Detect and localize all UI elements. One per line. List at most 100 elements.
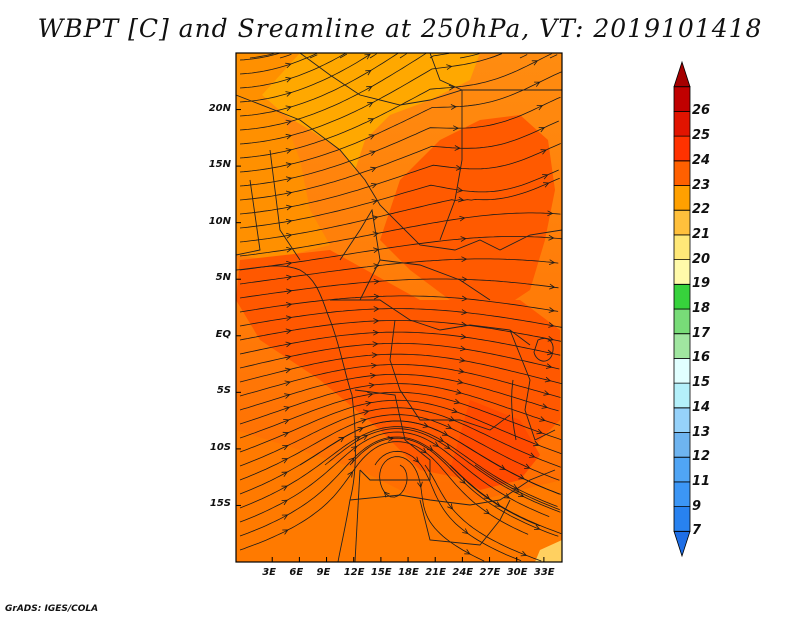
streamline-arrow [365, 400, 372, 407]
streamline-arrow [462, 528, 469, 535]
streamline [309, 54, 318, 59]
streamline-arrow [457, 187, 464, 193]
colorbar-label: 11 [692, 473, 711, 489]
streamline-arrow [354, 436, 361, 442]
colorbar-swatch [673, 407, 691, 433]
streamline-arrow [387, 436, 395, 442]
streamline-arrow [369, 372, 377, 379]
streamline [239, 373, 559, 412]
plot-title: WBPT [C] and Sreamline at 250hPa, VT: 20… [37, 14, 763, 43]
lat-tick-label: 10N [208, 215, 231, 227]
streamline-arrow [457, 196, 465, 203]
lon-tick-label: 18E [398, 567, 419, 578]
streamline [239, 258, 559, 285]
streamline-arrow [369, 150, 376, 156]
streamline-arrow [459, 345, 467, 352]
streamline-arrow [448, 84, 455, 91]
streamline-arrow [518, 491, 525, 497]
streamlines [239, 53, 562, 562]
streamline [239, 426, 558, 509]
streamline-arrow [548, 234, 555, 241]
streamline [239, 407, 561, 468]
streamline-arrow [453, 398, 461, 405]
streamline [379, 456, 485, 562]
streamline [239, 236, 562, 271]
streamline-arrow [417, 481, 423, 488]
streamline-arrow [459, 477, 466, 485]
streamline-arrow [458, 368, 465, 374]
streamline-arrow [540, 149, 547, 155]
streamline-arrow [422, 422, 430, 428]
lat-tick-label: 20N [208, 102, 231, 114]
colorbar [673, 60, 691, 558]
streamline [339, 53, 348, 59]
streamline-arrow [284, 393, 291, 399]
streamline-arrow [286, 246, 293, 253]
streamline [239, 278, 559, 299]
streamline [239, 53, 427, 131]
streamline-arrow [286, 288, 293, 295]
streamline [239, 53, 399, 117]
colorbar-label: 18 [692, 301, 711, 316]
streamline [449, 464, 562, 534]
streamline-arrow [461, 256, 468, 263]
streamline-arrow [372, 341, 379, 347]
lon-tick-label: 27E [479, 567, 501, 578]
streamline-arrow [455, 165, 463, 171]
colorbar-swatch [673, 308, 691, 335]
streamline-arrow [461, 309, 468, 315]
colorbar-label: 13 [692, 424, 711, 440]
streamline-arrow [283, 406, 291, 412]
streamline-arrow [370, 183, 378, 189]
streamline [239, 308, 562, 328]
streamline-arrow [483, 493, 491, 500]
lon-tick-label: 30E [506, 567, 528, 578]
streamline-arrow [367, 118, 375, 124]
streamline-arrow [285, 190, 293, 197]
streamline-arrow [544, 376, 552, 383]
border-east-africa [509, 329, 556, 441]
streamline-arrow [483, 508, 490, 515]
colorbar-swatch [673, 506, 691, 532]
colorbar-swatch [673, 333, 691, 359]
streamline-arrow [446, 64, 453, 70]
streamline-arrow [453, 125, 460, 132]
lat-tick-label: 5S [216, 385, 231, 397]
streamline-arrow [367, 391, 374, 398]
streamline-arrow [524, 463, 531, 469]
streamline-arrow [372, 231, 379, 238]
lat-tick-label: 15S [209, 498, 231, 510]
colorbar-swatch [673, 135, 691, 162]
lon-tick-label: 12E [343, 567, 365, 578]
lon-tick-label: 33E [533, 567, 555, 578]
lon-tick-label: 6E [289, 567, 304, 578]
streamline-arrow [281, 471, 288, 477]
wbpt-21-region-north [250, 53, 480, 170]
border-libya-sudan [429, 53, 463, 241]
streamline [239, 399, 562, 454]
colorbar-swatch [673, 481, 691, 507]
streamline [474, 464, 560, 510]
streamline [459, 53, 480, 59]
colorbar-swatch [673, 382, 691, 409]
streamline [239, 212, 561, 257]
streamline-arrow [284, 380, 291, 387]
lon-tick-label: 24E [452, 567, 474, 578]
lon-tick-label: 3E [262, 567, 277, 578]
streamline-arrow [286, 274, 293, 281]
streamline [239, 383, 561, 426]
map-area [236, 53, 562, 562]
streamline-arrow [285, 119, 293, 126]
wbpt-22-region-west [236, 53, 330, 260]
streamline-arrow [360, 418, 367, 424]
streamline-arrow [368, 382, 375, 389]
streamline [429, 53, 450, 59]
streamline-arrow [420, 447, 427, 454]
streamline [279, 53, 292, 59]
streamline-arrow [281, 485, 288, 491]
wbpt-22-region-south [236, 430, 562, 562]
streamline-arrow [547, 210, 554, 217]
streamline [349, 437, 559, 537]
streamline-arrow [541, 403, 548, 409]
streamline [239, 53, 346, 89]
